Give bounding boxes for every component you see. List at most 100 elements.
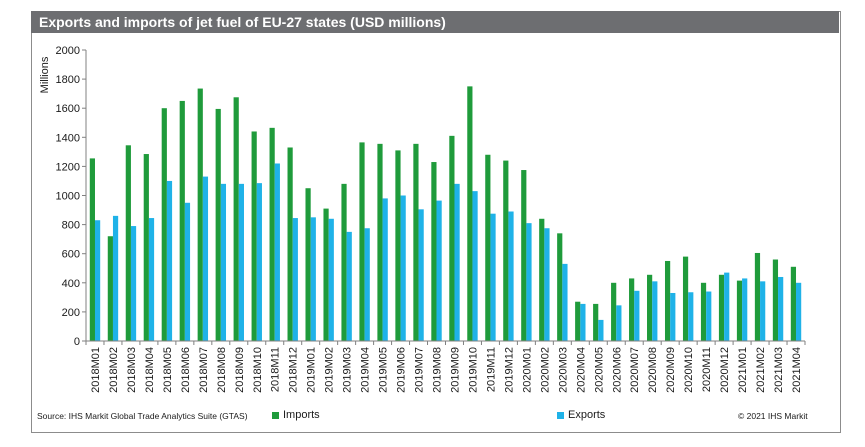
exports-bar [634,290,640,341]
x-tick-label: 2018M03 [126,347,138,393]
imports-bar [323,208,329,341]
imports-bar [611,282,617,341]
exports-bar [526,223,532,341]
imports-bar [503,160,509,341]
y-axis-label: Millions [39,56,51,93]
imports-bar [557,233,563,341]
x-tick-label: 2020M04 [575,347,587,393]
exports-bar [508,211,514,341]
x-tick-label: 2019M02 [324,347,336,393]
exports-bar [652,281,658,341]
exports-bar [616,305,622,341]
exports-bar [256,183,262,341]
imports-bar [269,127,275,341]
x-tick-label: 2018M12 [288,347,300,393]
exports-bar [490,213,496,341]
imports-bar [682,256,689,341]
exports-bar [796,282,802,341]
imports-bar [736,280,743,341]
x-tick-label: 2020M11 [701,347,713,392]
y-tick-label: 1000 [56,191,80,203]
imports-bar [179,100,185,341]
imports-bar [251,131,257,341]
imports-bar [395,150,401,341]
exports-bar [364,228,370,341]
y-tick-label: 0 [74,336,80,348]
exports-bar [274,163,280,341]
imports-bar [143,154,149,341]
y-tick-label: 1800 [56,74,80,86]
imports-bar [449,135,455,341]
exports-bar [400,195,406,341]
imports-bar [161,108,167,341]
x-tick-label: 2018M09 [234,347,246,393]
imports-bar [359,142,365,341]
exports-bar [742,278,748,341]
imports-bar [700,282,707,341]
exports-bar [706,291,712,341]
exports-bar [184,202,191,341]
x-tick-label: 2019M08 [432,347,444,393]
x-tick-label: 2020M09 [665,347,677,393]
x-tick-label: 2020M03 [557,347,569,393]
x-tick-label: 2019M03 [342,347,354,393]
imports-bar [233,97,239,341]
exports-bar [166,180,173,341]
exports-bar [202,176,209,341]
exports-bar [580,303,586,341]
exports-bar [688,292,694,341]
legend-exports-label: Exports [568,409,606,421]
y-tick-label: 800 [62,220,80,232]
x-tick-label: 2019M10 [467,347,479,393]
legend-imports: Imports [272,409,320,421]
imports-bar [664,260,671,341]
x-tick-label: 2021M02 [755,347,767,393]
x-tick-label: 2020M10 [683,347,695,393]
imports-bar [772,259,779,341]
imports-bar [377,143,383,341]
exports-bar [94,220,101,341]
x-tick-label: 2021M01 [737,347,749,393]
imports-bar [718,274,725,341]
x-tick-label: 2020M08 [647,347,659,393]
imports-bar [107,236,113,341]
chart-title: Exports and imports of jet fuel of EU-27… [31,11,839,33]
imports-swatch [272,411,279,419]
imports-bar [215,108,221,342]
x-tick-label: 2020M06 [611,347,623,393]
y-tick-label: 1400 [56,132,80,144]
exports-swatch [557,411,564,419]
imports-bar [629,278,635,341]
imports-bar [341,183,347,341]
x-tick-label: 2018M11 [270,347,282,392]
x-tick-label: 2018M10 [252,347,264,393]
x-tick-label: 2020M05 [593,347,605,393]
y-tick-label: 400 [62,278,80,290]
imports-bar [413,143,419,341]
exports-bar [382,198,388,341]
exports-bar [760,281,766,341]
imports-bar [593,303,599,341]
exports-bar [130,226,137,341]
copyright-note: © 2021 IHS Markit [738,411,808,421]
legend-imports-label: Imports [283,409,320,421]
imports-bar [485,154,491,341]
x-tick-label: 2019M07 [414,347,426,393]
exports-bar [778,276,784,341]
exports-bar [310,217,316,341]
imports-bar [89,158,95,341]
exports-bar [328,218,334,341]
exports-bar [436,200,442,341]
x-tick-label: 2018M08 [216,347,228,393]
legend-exports: Exports [557,409,605,421]
x-tick-label: 2021M03 [773,347,785,393]
x-tick-label: 2020M07 [629,347,641,393]
imports-bar [521,170,527,341]
exports-bar [724,272,730,341]
exports-bar [598,319,604,341]
imports-bar [754,252,761,341]
x-tick-label: 2019M06 [396,347,408,393]
x-tick-label: 2018M06 [180,347,192,393]
x-tick-label: 2021M04 [791,347,803,393]
imports-bar [125,145,131,341]
